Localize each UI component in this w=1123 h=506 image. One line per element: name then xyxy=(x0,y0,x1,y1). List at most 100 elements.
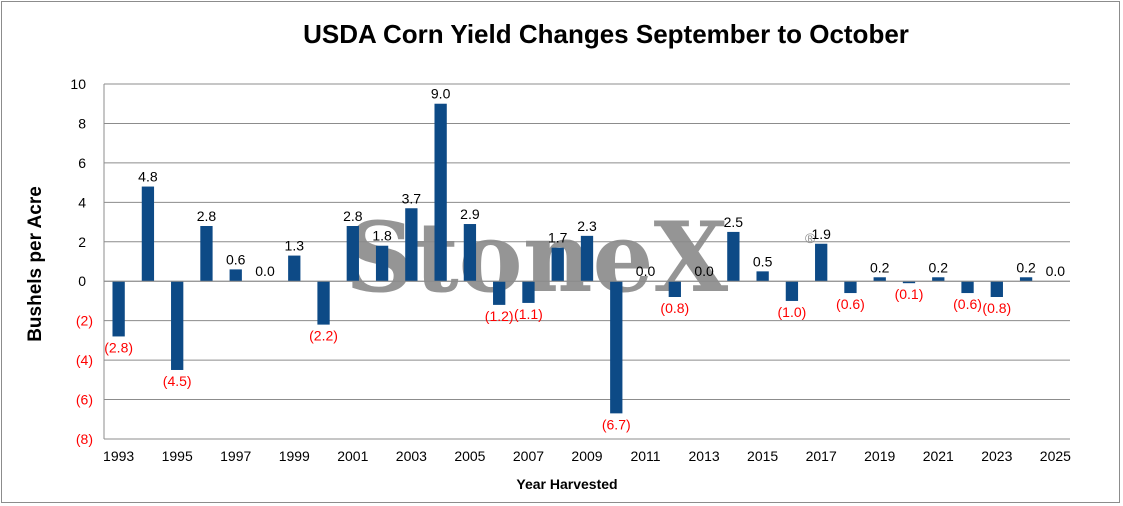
bar-1994 xyxy=(141,186,155,282)
x-tick-labels: 1993 1995 1997 1999 2001 2003 2005 2007 2009 2011… xyxy=(103,448,1071,464)
watermark-registered-mark: ® xyxy=(805,230,816,246)
data-label-2008: 1.7 xyxy=(548,230,568,246)
x-tick-label: 2001 xyxy=(337,448,368,464)
axes xyxy=(103,84,1070,439)
x-tick-label: 1995 xyxy=(162,448,193,464)
bar-2022 xyxy=(961,281,974,294)
bar-2023 xyxy=(990,281,1003,297)
y-tick-label: 2 xyxy=(78,234,86,250)
x-tick-label: 2019 xyxy=(864,448,895,464)
data-label-2020: (0.1) xyxy=(895,286,924,302)
x-tick-label: 2025 xyxy=(1040,448,1071,464)
y-tick-label: 4 xyxy=(78,194,86,210)
data-label-2003: 3.7 xyxy=(402,190,422,206)
data-label-2025: 0.0 xyxy=(1046,263,1066,279)
y-tick-label: 8 xyxy=(78,115,86,131)
bar-2018 xyxy=(844,281,857,294)
data-label-2014: 2.5 xyxy=(724,214,744,230)
x-tick-label: 1993 xyxy=(103,448,134,464)
x-tick-label: 2005 xyxy=(454,448,485,464)
x-tick-label: 2017 xyxy=(806,448,837,464)
bar-2008 xyxy=(551,247,564,282)
bar-2001 xyxy=(346,226,359,282)
data-label-2022: (0.6) xyxy=(953,296,982,312)
data-label-2018: (0.6) xyxy=(836,296,865,312)
data-label-1998: 0.0 xyxy=(255,263,275,279)
x-tick-label: 1997 xyxy=(220,448,251,464)
data-label-2001: 2.8 xyxy=(343,208,363,224)
bar-1997 xyxy=(229,269,242,282)
bar-2010 xyxy=(610,281,623,414)
data-label-2015: 0.5 xyxy=(753,253,773,269)
chart-title: USDA Corn Yield Changes September to Oct… xyxy=(303,19,909,49)
data-label-1994: 4.8 xyxy=(138,169,158,185)
bar-2015 xyxy=(756,271,769,282)
data-label-1996: 2.8 xyxy=(197,208,217,224)
data-labels: (2.8) 4.8 (4.5) 2.8 0.6 0.0 1.3 (2.2) 2.8 1.8 3.7 9… xyxy=(104,86,1065,433)
bar-2024 xyxy=(1019,277,1033,282)
data-label-2024: 0.2 xyxy=(1016,259,1036,275)
y-tick-labels: 10 8 6 4 2 0 (2) (4) (6) (8) xyxy=(70,76,93,447)
watermark-text: StoneX xyxy=(345,201,729,314)
bar-2000 xyxy=(317,281,330,325)
y-axis-label: Bushels per Acre xyxy=(25,186,46,342)
bar-2016 xyxy=(785,281,799,301)
bars xyxy=(112,103,1062,414)
x-tick-label: 2003 xyxy=(396,448,427,464)
bar-2017 xyxy=(815,243,828,282)
x-axis-label: Year Harvested xyxy=(516,476,617,492)
bar-2019 xyxy=(873,277,886,282)
data-label-2011: 0.0 xyxy=(636,263,656,279)
y-tick-label: 6 xyxy=(78,155,86,171)
data-label-2002: 1.8 xyxy=(372,228,392,244)
bar-2007 xyxy=(522,281,535,303)
data-label-2013: 0.0 xyxy=(694,263,714,279)
bar-2009 xyxy=(580,235,594,282)
bar-1995 xyxy=(171,281,184,370)
x-tick-label: 2023 xyxy=(981,448,1012,464)
bar-1999 xyxy=(288,255,301,282)
data-label-2004: 9.0 xyxy=(431,86,451,102)
x-tick-label: 2007 xyxy=(513,448,544,464)
x-tick-label: 2011 xyxy=(630,448,660,464)
data-label-2016: (1.0) xyxy=(778,304,807,320)
x-tick-label: 2013 xyxy=(689,448,720,464)
bar-2004 xyxy=(434,103,447,282)
y-tick-label: (6) xyxy=(76,392,93,408)
x-tick-label: 2021 xyxy=(923,448,954,464)
data-label-2010: (6.7) xyxy=(602,416,631,432)
bar-2021 xyxy=(932,277,945,282)
bar-2003 xyxy=(405,208,418,282)
bar-1996 xyxy=(200,226,213,282)
bar-2012 xyxy=(668,281,681,297)
data-label-1999: 1.3 xyxy=(285,238,305,254)
bar-2014 xyxy=(727,231,740,282)
y-tick-label: (2) xyxy=(76,313,93,329)
x-tick-label: 2015 xyxy=(747,448,778,464)
data-label-2009: 2.3 xyxy=(577,218,597,234)
bar-1993 xyxy=(112,281,125,337)
data-label-2019: 0.2 xyxy=(870,259,890,275)
data-label-1997: 0.6 xyxy=(226,251,246,267)
x-tick-label: 1999 xyxy=(279,448,310,464)
bar-2005 xyxy=(463,224,477,282)
data-label-2017: 1.9 xyxy=(811,226,831,242)
x-tick-label: 2009 xyxy=(571,448,602,464)
data-label-1995: (4.5) xyxy=(163,373,192,389)
data-label-2006: (1.2) xyxy=(485,308,514,324)
y-tick-label: 10 xyxy=(70,76,86,92)
data-label-2023: (0.8) xyxy=(982,300,1011,316)
data-label-2007: (1.1) xyxy=(514,306,543,322)
y-tick-label: 0 xyxy=(78,273,86,289)
data-label-2000: (2.2) xyxy=(309,328,338,344)
data-label-1993: (2.8) xyxy=(104,339,133,355)
data-label-2021: 0.2 xyxy=(929,259,949,275)
bar-2002 xyxy=(375,245,389,282)
y-tick-label: (8) xyxy=(76,431,93,447)
y-tick-label: (4) xyxy=(76,352,93,368)
data-label-2005: 2.9 xyxy=(460,206,480,222)
bar-2006 xyxy=(493,281,506,305)
data-label-2012: (0.8) xyxy=(660,300,689,316)
bar-2020 xyxy=(902,281,916,284)
